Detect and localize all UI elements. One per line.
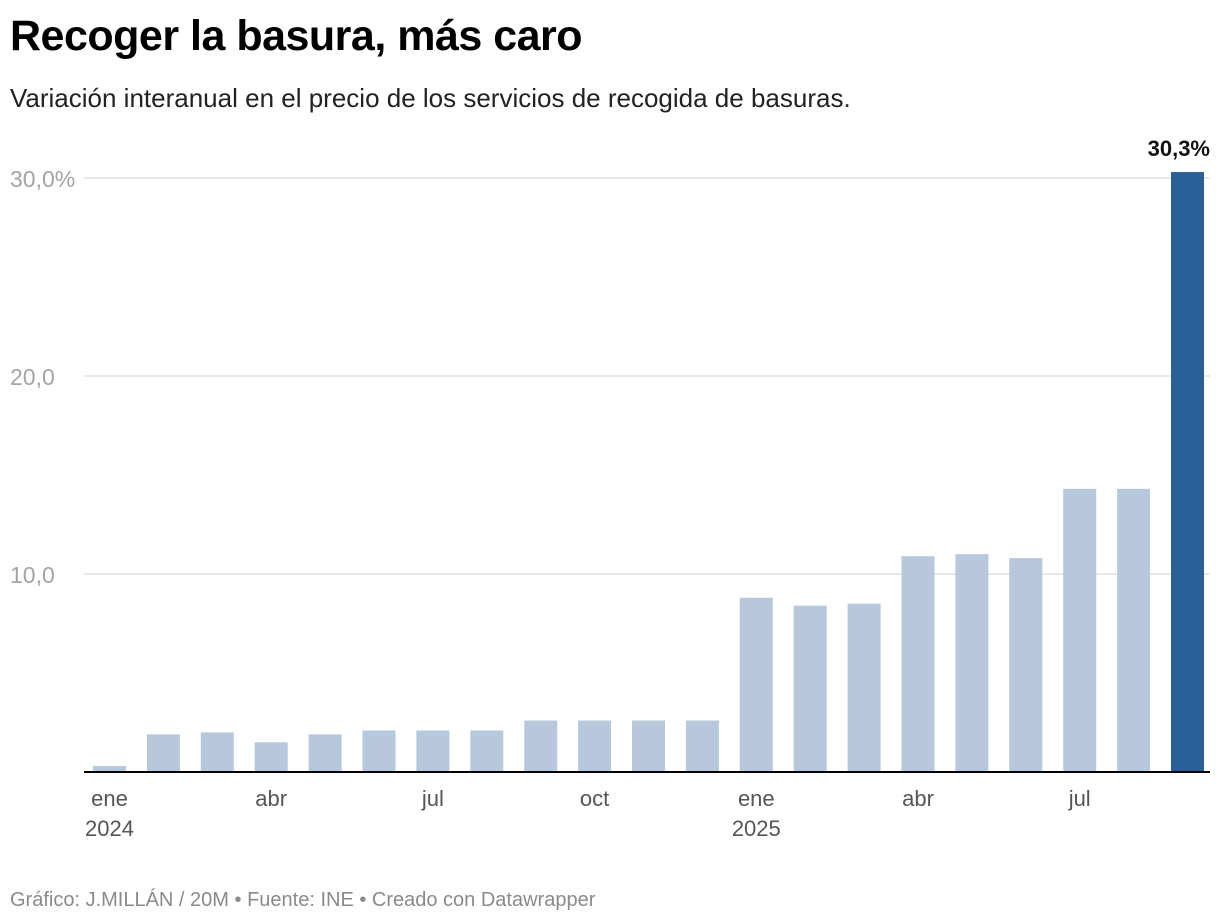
- bar: [146, 734, 180, 772]
- x-tick-label: abr: [255, 786, 287, 811]
- labels: 10,0 20,0 30,0% 30,3% ene 2024 abr jul oct ene 202…: [10, 136, 1210, 841]
- chart-subtitle: Variación interanual en el precio de los…: [10, 83, 851, 113]
- x-tick-year-label: 2025: [732, 816, 781, 841]
- x-tick-year-label: 2024: [85, 816, 134, 841]
- bar: [200, 732, 234, 772]
- bar: [1009, 558, 1043, 772]
- bar: [578, 720, 612, 772]
- bar: [1117, 488, 1151, 772]
- x-tick-label: abr: [902, 786, 934, 811]
- bar: [362, 730, 396, 772]
- bar: [955, 554, 989, 772]
- bar: [470, 730, 504, 772]
- bar: [793, 605, 827, 772]
- bar: [254, 742, 288, 772]
- x-tick-label: ene: [91, 786, 128, 811]
- bar: [416, 730, 450, 772]
- bar: [93, 766, 126, 772]
- x-tick-label: oct: [580, 786, 609, 811]
- highlight-bar: [1171, 172, 1204, 772]
- x-tick-label: jul: [421, 786, 444, 811]
- bar: [308, 734, 342, 772]
- bar: [524, 720, 558, 772]
- x-tick-label: jul: [1068, 786, 1091, 811]
- bar: [685, 720, 719, 772]
- source-credit: Gráfico: J.MILLÁN / 20M • Fuente: INE • …: [10, 889, 596, 911]
- y-tick-label: 10,0: [10, 562, 55, 588]
- gridlines: [84, 177, 1210, 575]
- chart-title: Recoger la basura, más caro: [10, 12, 583, 60]
- bar: [739, 597, 773, 772]
- y-tick-label: 30,0%: [10, 166, 75, 192]
- x-tick-label: ene: [738, 786, 775, 811]
- bar: [632, 720, 665, 772]
- bar: [1063, 488, 1097, 772]
- bar: [847, 603, 881, 772]
- bars: [93, 172, 1204, 772]
- bar: [901, 556, 935, 772]
- data-label: 30,3%: [1148, 136, 1210, 161]
- y-tick-label: 20,0: [10, 364, 55, 390]
